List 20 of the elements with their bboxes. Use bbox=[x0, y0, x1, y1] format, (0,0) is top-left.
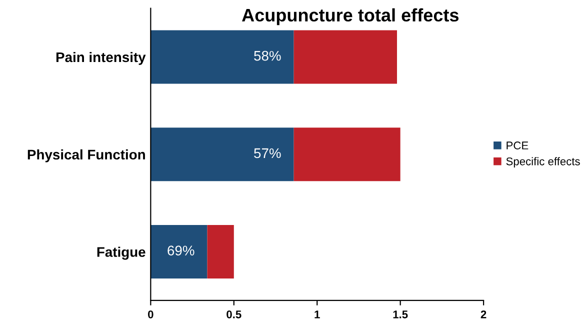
bar bbox=[207, 224, 234, 279]
bar bbox=[294, 128, 400, 182]
x-tick-label: 0.5 bbox=[226, 310, 242, 318]
annotation: 57% bbox=[254, 148, 281, 158]
annotation: 58% bbox=[254, 50, 281, 61]
legend-label: PCE bbox=[506, 142, 528, 150]
x-tick-label: 1 bbox=[314, 310, 320, 318]
chart-title: Acupuncture total effects bbox=[242, 8, 459, 26]
legend-label: Specific effects bbox=[506, 157, 580, 168]
y-tick-label: Pain intensity bbox=[56, 52, 146, 65]
y-tick-label: Physical Function bbox=[28, 149, 145, 162]
y-tick-label: Fatigue bbox=[97, 246, 146, 260]
bar bbox=[150, 224, 208, 279]
x-tick-label: 0 bbox=[148, 310, 154, 318]
bar bbox=[150, 128, 294, 182]
x-tick-label: 1.5 bbox=[393, 310, 408, 318]
annotation: 69% bbox=[168, 246, 194, 256]
bar bbox=[294, 30, 398, 84]
x-tick-label: 2 bbox=[480, 310, 486, 318]
bar bbox=[150, 30, 294, 84]
